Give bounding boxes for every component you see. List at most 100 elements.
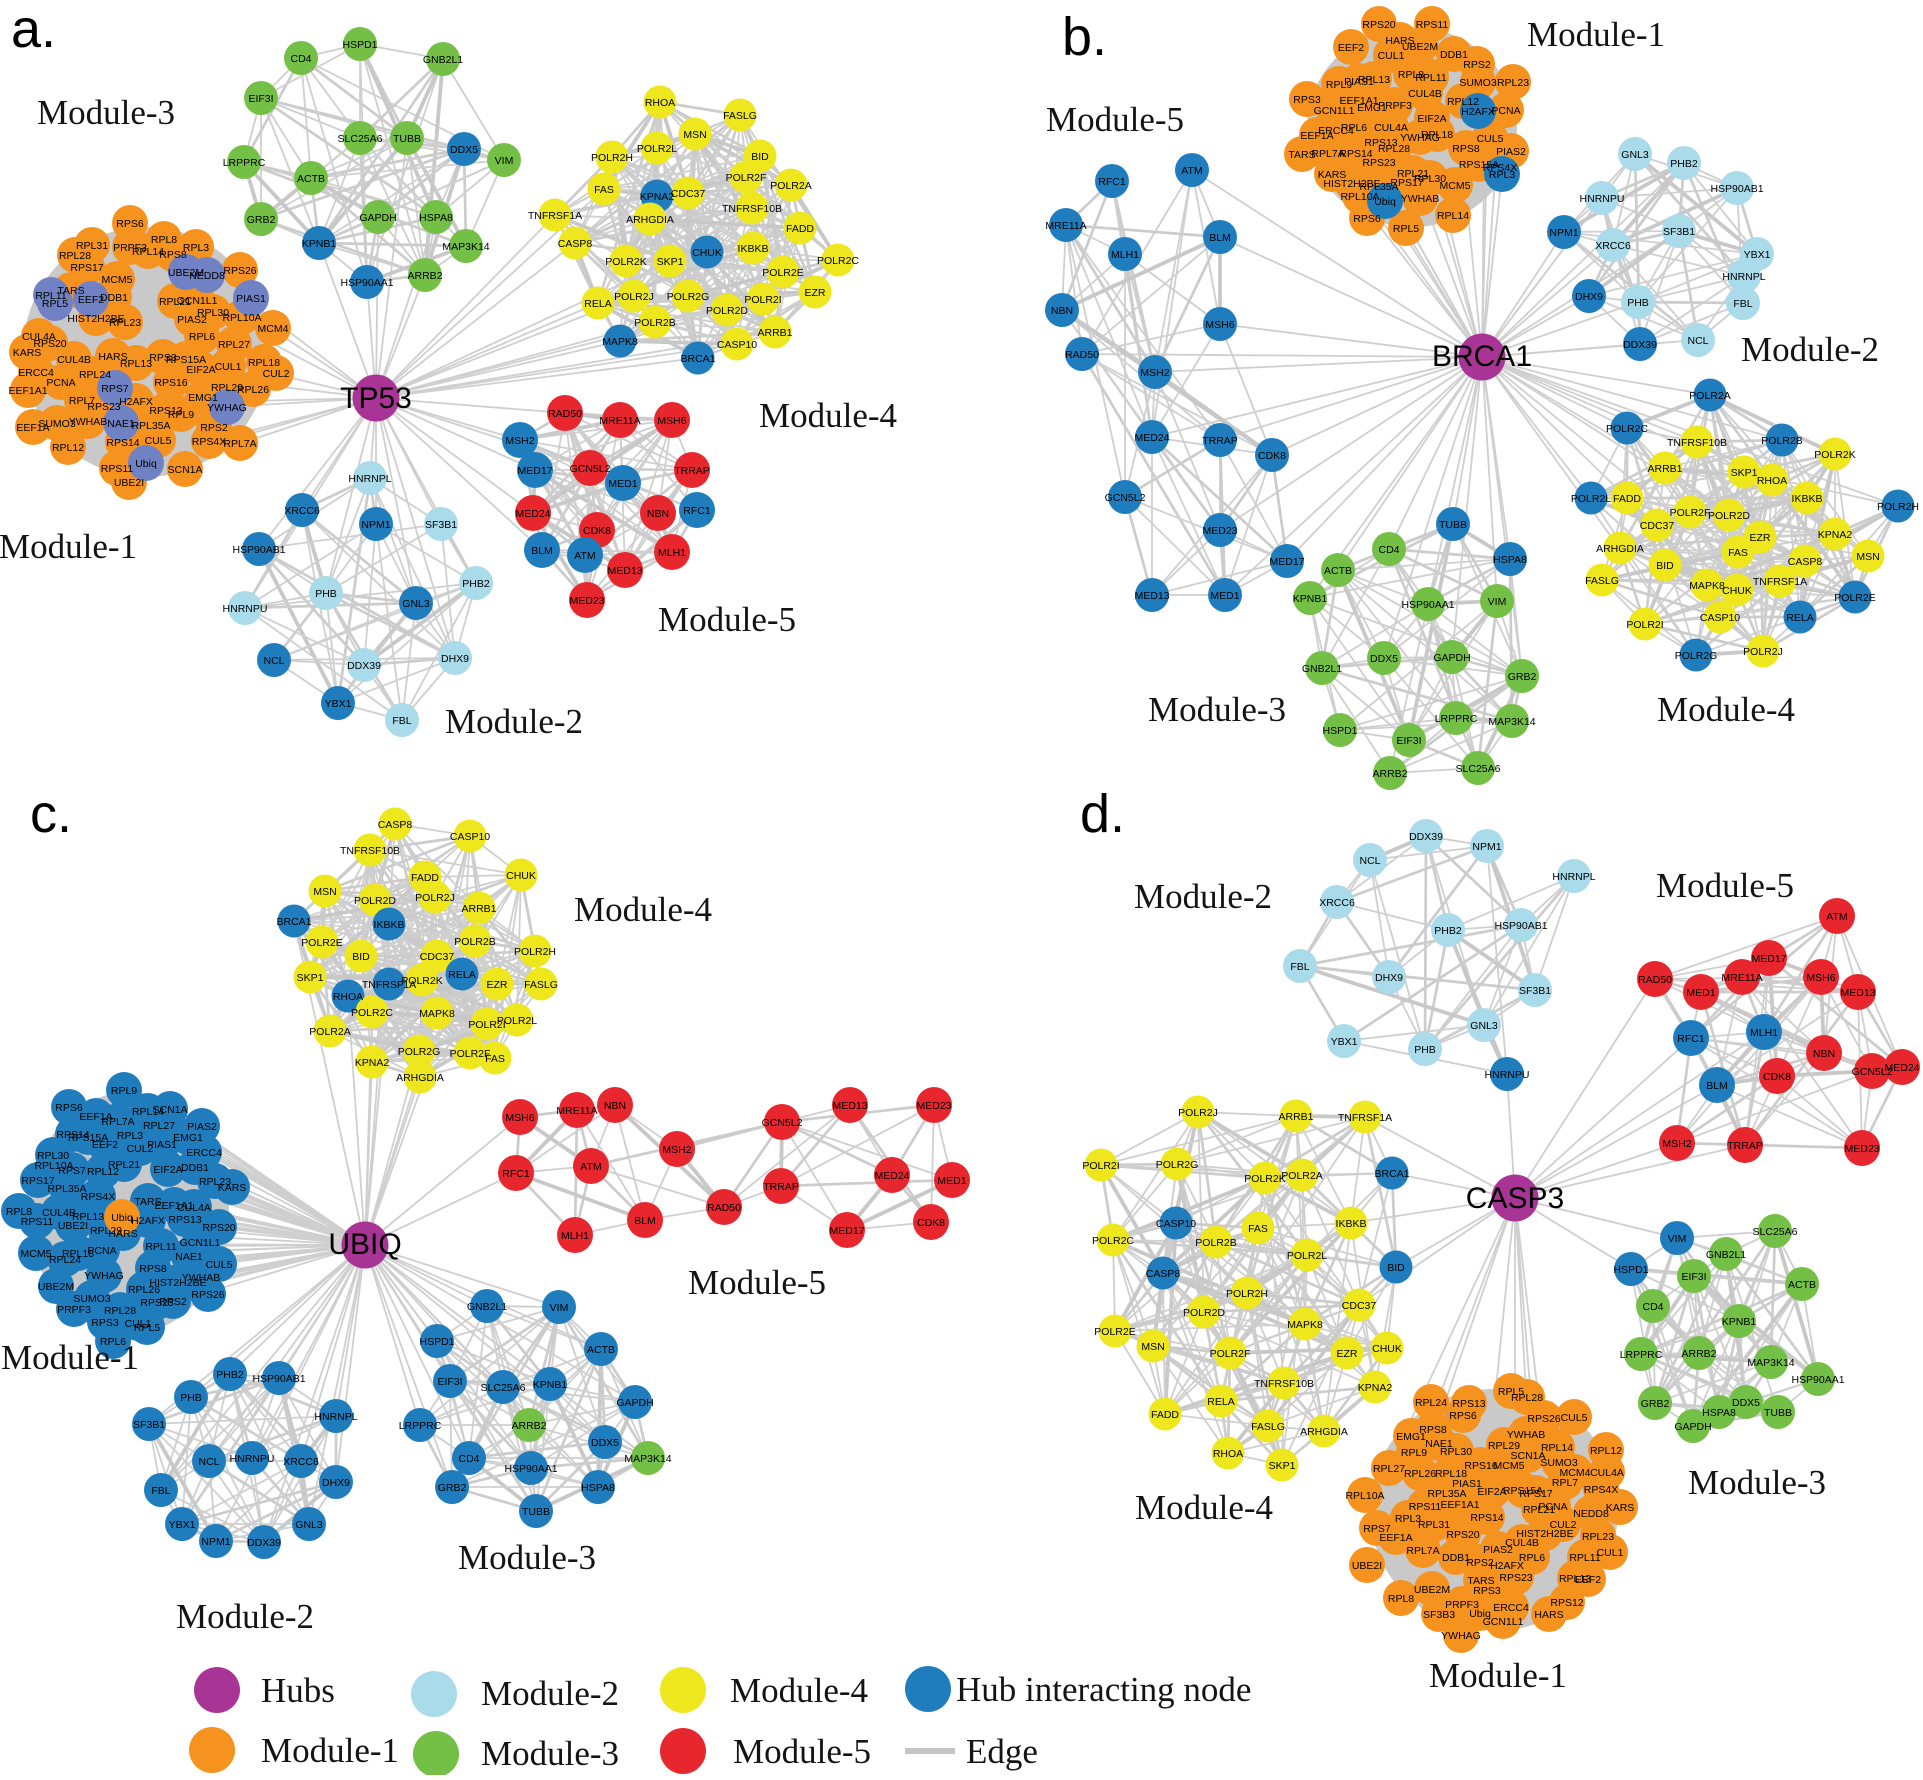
svg-text:RPL12: RPL12 — [87, 1166, 119, 1178]
svg-text:RPL14: RPL14 — [1541, 1442, 1573, 1454]
svg-text:FBL: FBL — [1290, 961, 1309, 973]
svg-text:RPL7A: RPL7A — [101, 1116, 134, 1128]
svg-text:MED24: MED24 — [874, 1170, 909, 1182]
svg-text:CUL1: CUL1 — [215, 361, 242, 373]
svg-text:POLR2I: POLR2I — [1082, 1160, 1119, 1172]
svg-text:GCN5L2: GCN5L2 — [1105, 492, 1146, 504]
svg-text:Module-1: Module-1 — [1429, 1656, 1567, 1695]
svg-text:RPL23: RPL23 — [1497, 77, 1529, 89]
svg-text:RPS17: RPS17 — [1390, 177, 1423, 189]
svg-text:HSPD1: HSPD1 — [342, 39, 377, 51]
svg-text:POLR2D: POLR2D — [706, 305, 748, 317]
svg-text:POLR2B: POLR2B — [634, 317, 675, 329]
svg-text:HSP90AA1: HSP90AA1 — [340, 277, 393, 289]
svg-text:HSP90AB1: HSP90AB1 — [1710, 183, 1763, 195]
svg-text:RPL8: RPL8 — [151, 234, 177, 246]
svg-text:RPS20: RPS20 — [1362, 19, 1395, 31]
svg-text:POLR2G: POLR2G — [398, 1046, 441, 1058]
svg-text:POLR2J: POLR2J — [614, 291, 654, 303]
svg-text:SCN1A: SCN1A — [152, 1104, 187, 1116]
svg-text:DDX39: DDX39 — [347, 660, 381, 672]
svg-text:KPNA2: KPNA2 — [640, 191, 675, 203]
svg-text:XRCC6: XRCC6 — [284, 505, 320, 517]
svg-text:TNFRSF10B: TNFRSF10B — [340, 845, 400, 857]
svg-text:RPS15A: RPS15A — [68, 1132, 108, 1144]
svg-text:POLR2J: POLR2J — [1178, 1107, 1218, 1119]
svg-text:POLR2J: POLR2J — [415, 892, 455, 904]
svg-text:MCM4: MCM4 — [1560, 1467, 1591, 1479]
svg-text:POLR2J: POLR2J — [1743, 646, 1783, 658]
svg-text:CHUK: CHUK — [692, 247, 722, 259]
svg-text:SLC25A6: SLC25A6 — [1456, 763, 1501, 775]
svg-text:PCNA: PCNA — [87, 1245, 116, 1257]
svg-text:CD4: CD4 — [458, 1453, 479, 1465]
svg-text:TUBB: TUBB — [393, 133, 421, 145]
svg-text:MED24: MED24 — [515, 508, 550, 520]
svg-text:UBE2I: UBE2I — [1352, 1560, 1382, 1572]
svg-text:SKP1: SKP1 — [1731, 467, 1758, 479]
svg-text:d.: d. — [1080, 784, 1125, 844]
svg-text:CASP8: CASP8 — [558, 238, 593, 250]
svg-text:ATM: ATM — [580, 1161, 601, 1173]
svg-text:RAD50: RAD50 — [1638, 974, 1672, 986]
svg-text:TUBB: TUBB — [1439, 519, 1467, 531]
svg-text:HSP90AA1: HSP90AA1 — [1401, 599, 1454, 611]
svg-text:MAPK8: MAPK8 — [419, 1008, 455, 1020]
svg-text:DDX39: DDX39 — [247, 1537, 281, 1549]
svg-text:MED24: MED24 — [1884, 1062, 1919, 1074]
svg-text:SKP1: SKP1 — [1269, 1460, 1296, 1472]
svg-text:TP53: TP53 — [340, 382, 412, 415]
svg-text:CUL4B: CUL4B — [1408, 88, 1442, 100]
svg-text:RPS7: RPS7 — [101, 383, 129, 395]
svg-text:RPL11: RPL11 — [1569, 1552, 1600, 1564]
svg-text:RPS2: RPS2 — [159, 1296, 187, 1308]
svg-text:ARHGDIA: ARHGDIA — [1596, 543, 1644, 555]
svg-text:SUMO3: SUMO3 — [38, 418, 76, 430]
svg-text:FBL: FBL — [1733, 298, 1752, 310]
svg-text:EEF2: EEF2 — [78, 294, 104, 306]
svg-text:RPS11: RPS11 — [1409, 1501, 1442, 1513]
svg-text:MLH1: MLH1 — [658, 547, 686, 559]
svg-text:RPS7: RPS7 — [1363, 1523, 1391, 1535]
svg-text:RPL28: RPL28 — [104, 1305, 136, 1317]
svg-text:RPS6: RPS6 — [116, 218, 144, 230]
svg-text:RPL23: RPL23 — [109, 317, 141, 329]
svg-text:POLR2K: POLR2K — [1244, 1173, 1285, 1185]
svg-text:CASP10: CASP10 — [717, 339, 757, 351]
svg-text:RPS3: RPS3 — [149, 352, 177, 364]
svg-text:POLR2I: POLR2I — [744, 294, 781, 306]
svg-text:YWHAB: YWHAB — [1507, 1429, 1546, 1441]
svg-text:RPL24: RPL24 — [1415, 1397, 1447, 1409]
svg-text:NBN: NBN — [647, 508, 669, 520]
svg-text:Module-3: Module-3 — [37, 93, 175, 132]
svg-text:FADD: FADD — [1151, 1409, 1179, 1421]
svg-text:RPS13: RPS13 — [1452, 1398, 1485, 1410]
svg-text:RPL14: RPL14 — [1437, 210, 1469, 222]
svg-text:CDK8: CDK8 — [583, 525, 611, 537]
svg-text:POLR2A: POLR2A — [1689, 390, 1730, 402]
svg-text:DDB1: DDB1 — [1442, 1552, 1470, 1564]
svg-text:RPS23: RPS23 — [1362, 157, 1395, 169]
svg-text:MED23: MED23 — [916, 1100, 951, 1112]
svg-text:POLR2D: POLR2D — [1183, 1307, 1225, 1319]
svg-text:RPL35A: RPL35A — [131, 420, 170, 432]
svg-text:POLR2L: POLR2L — [1287, 1250, 1327, 1262]
svg-text:RPL3: RPL3 — [1395, 1513, 1421, 1525]
svg-text:ARHGDIA: ARHGDIA — [396, 1072, 444, 1084]
svg-text:NPM1: NPM1 — [1549, 227, 1578, 239]
svg-text:POLR2H: POLR2H — [1226, 1288, 1268, 1300]
svg-text:GNL3: GNL3 — [1621, 149, 1649, 161]
svg-text:CUL4A: CUL4A — [1590, 1467, 1624, 1479]
svg-text:RPL29: RPL29 — [211, 382, 243, 394]
svg-text:GNB2L1: GNB2L1 — [1706, 1249, 1746, 1261]
svg-text:a.: a. — [11, 0, 56, 59]
svg-text:HSPA8: HSPA8 — [419, 212, 453, 224]
svg-text:RPL26: RPL26 — [1404, 1468, 1436, 1480]
svg-text:FAS: FAS — [485, 1053, 505, 1065]
svg-text:RPL6: RPL6 — [1519, 1552, 1545, 1564]
svg-text:PIAS1: PIAS1 — [147, 1139, 177, 1151]
svg-text:POLR2C: POLR2C — [817, 255, 859, 267]
svg-text:BRCA1: BRCA1 — [1432, 340, 1532, 373]
svg-text:DDB1: DDB1 — [100, 292, 128, 304]
svg-text:RPL12: RPL12 — [1447, 96, 1479, 108]
